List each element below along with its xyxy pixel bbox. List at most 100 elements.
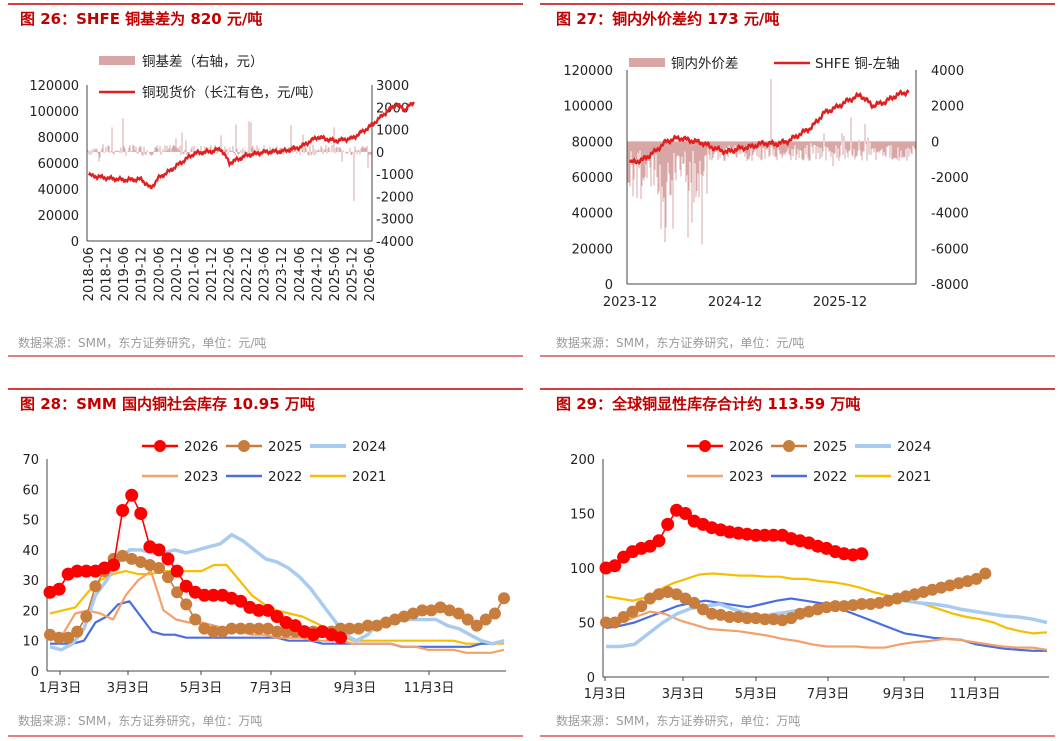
y-left-tick-label: 80000 <box>38 131 79 146</box>
x-tick-label: 2023-12 <box>275 247 290 301</box>
series-2026-point <box>261 603 275 617</box>
series-2025-point <box>243 622 256 635</box>
series-2025-point <box>452 607 465 620</box>
y-right-tick-label: -8000 <box>931 278 969 293</box>
x-tick-label: 2026-06 <box>363 247 378 301</box>
legend-shfe-label: SHFE 铜-左轴 <box>815 56 900 72</box>
legend-basis-swatch <box>99 56 135 65</box>
x-tick-label: 7月3日 <box>807 687 850 702</box>
x-tick-label: 2023-06 <box>258 247 273 301</box>
legend-2023-label: 2023 <box>184 469 218 485</box>
series-2026-point <box>206 588 220 602</box>
x-tick-label: 2021-06 <box>187 247 202 301</box>
series-2025-point <box>280 625 293 638</box>
y-left-tick-label: 120000 <box>563 64 613 79</box>
legend-basis-label: 铜基差（右轴，元） <box>142 53 264 70</box>
series-2025-point <box>688 596 701 609</box>
x-tick-label: 2025-12 <box>813 295 867 310</box>
legend-2026-label: 2026 <box>729 439 763 455</box>
series-2025-point <box>635 600 648 613</box>
y-tick-label: 0 <box>587 671 595 686</box>
x-tick-label: 5月3日 <box>735 687 778 702</box>
series-2025-point <box>617 611 630 623</box>
y-left-tick-label: 100000 <box>563 100 613 115</box>
series-2025-point <box>970 572 983 585</box>
y-left-tick-label: 40000 <box>572 207 613 222</box>
series-2025-point <box>116 549 129 562</box>
chart-copper-basis: 1200001000008000060000400002000003000200… <box>29 53 415 301</box>
y-left-tick-label: 120000 <box>29 79 79 94</box>
series-2026-point <box>608 559 622 573</box>
series-2026-point <box>678 507 692 520</box>
x-tick-label: 2024-12 <box>310 247 325 301</box>
y-tick-label: 150 <box>570 508 595 523</box>
series-2026-point <box>179 579 193 593</box>
legend-2021-label: 2021 <box>352 469 386 485</box>
series-2025-point <box>488 607 501 620</box>
series-2026-point <box>107 558 121 572</box>
x-tick-label: 11月3日 <box>950 687 1001 702</box>
series-2025-point <box>767 613 780 626</box>
series-2026-point <box>661 517 675 531</box>
x-tick-label: 2019-06 <box>117 247 132 301</box>
series-2025-point <box>732 611 745 623</box>
series-2025-point <box>705 607 718 620</box>
series-2025-point <box>608 616 621 629</box>
y-right-tick-label: -1000 <box>376 168 414 183</box>
basis-bars <box>87 118 372 201</box>
x-tick-label: 2025-06 <box>328 247 343 301</box>
series-2025-point <box>53 631 66 644</box>
series-2025-point <box>829 600 842 613</box>
x-tick-label: 2022-06 <box>223 247 238 301</box>
legend-price-label: 铜现货价（长江有色，元/吨） <box>142 84 322 101</box>
x-tick-label: 3月3日 <box>662 687 705 702</box>
legend-2022-label: 2022 <box>268 469 302 485</box>
panel-28-title: 图 28：SMM 国内铜社会库存 10.95 万吨 <box>20 395 315 413</box>
x-tick-label: 11月3日 <box>404 681 455 696</box>
series-2025-point <box>820 601 833 614</box>
series-2026-point <box>197 588 211 602</box>
y-right-tick-label: -3000 <box>376 213 414 228</box>
y-right-tick-label: -2000 <box>931 171 969 186</box>
x-tick-label: 2018-06 <box>82 247 97 301</box>
series-2025-point <box>389 613 401 626</box>
series-2025-point <box>189 613 202 626</box>
series-2025-point <box>370 619 383 632</box>
series-2025-point <box>89 580 102 593</box>
panel-28-source: 数据来源：SMM，东方证券研究，单位：万吨 <box>18 713 262 728</box>
x-tick-label: 2025-12 <box>345 247 360 301</box>
series-2026-point <box>170 564 184 578</box>
panel-frames <box>8 3 1055 737</box>
series-2025-point <box>125 552 138 565</box>
copper-spot-price-line <box>87 101 415 190</box>
x-tick-label: 3月3日 <box>107 681 150 696</box>
y-tick-label: 40 <box>22 544 39 559</box>
series-2025-point <box>171 586 184 599</box>
y-right-tick-label: 0 <box>376 146 384 161</box>
series-2026-point <box>134 507 148 520</box>
y-tick-label: 10 <box>22 635 39 650</box>
panel-29-source: 数据来源：SMM，东方证券研究，单位：万吨 <box>556 713 800 728</box>
series-2026-point <box>334 631 348 645</box>
y-tick-label: 200 <box>570 453 595 468</box>
series-2026-point <box>855 547 869 561</box>
x-tick-label: 2024-12 <box>708 295 762 310</box>
y-left-tick-label: 40000 <box>38 183 79 198</box>
series-2025-point <box>207 625 220 638</box>
y-left-tick-label: 20000 <box>38 209 79 224</box>
series-2025-point <box>498 592 510 605</box>
y-right-tick-label: -4000 <box>376 235 414 250</box>
series-2025-point <box>838 600 851 613</box>
series-2025-point <box>216 625 229 638</box>
series-2026-point <box>70 564 84 578</box>
series-2025-point <box>143 559 156 571</box>
series-2025-point <box>134 556 147 568</box>
series-2025-point <box>361 619 374 632</box>
series-2025-point <box>461 613 474 626</box>
y-right-tick-label: 2000 <box>931 100 964 115</box>
series-2025-point <box>180 598 193 611</box>
legend-2025-label: 2025 <box>813 439 847 455</box>
legend-2025-label: 2025 <box>268 439 302 455</box>
